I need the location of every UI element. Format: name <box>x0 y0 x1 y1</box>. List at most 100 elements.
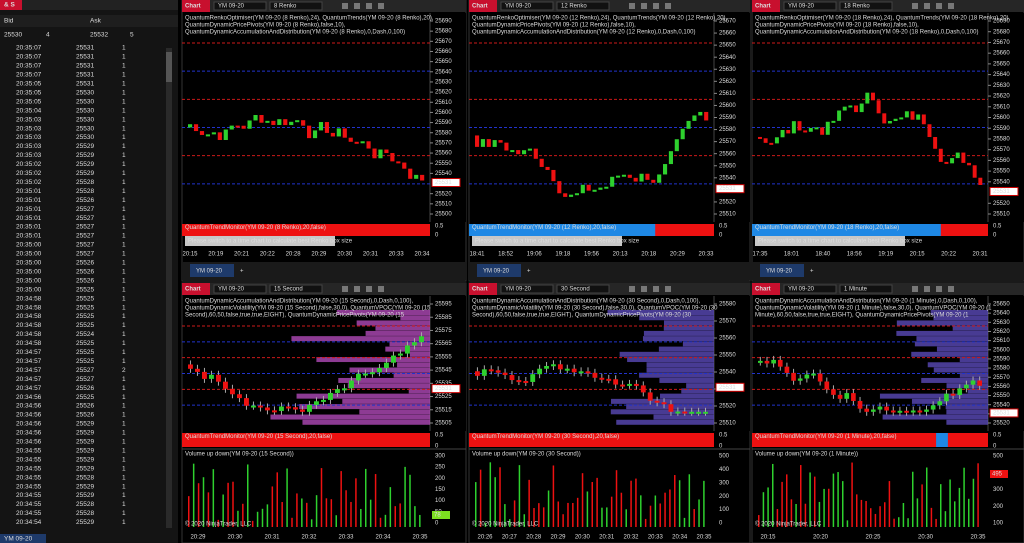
note: Please switch to a time chart to calcula… <box>475 239 640 245</box>
interval-box[interactable] <box>839 1 893 11</box>
toolbar-icon[interactable] <box>653 286 659 292</box>
window-tab[interactable]: YM 09-20 <box>766 269 793 275</box>
instrument-tab[interactable]: YM 09-20 <box>4 536 33 543</box>
toolbar-icon[interactable] <box>629 286 635 292</box>
candle <box>495 370 501 373</box>
price-label: 25565 <box>435 341 452 347</box>
toolbar-icon[interactable] <box>342 286 348 292</box>
instrument[interactable]: YM 09-20 <box>218 287 245 293</box>
add-tab[interactable]: + <box>527 269 531 275</box>
candle <box>398 353 403 356</box>
candle <box>808 127 813 132</box>
toolbar-icon[interactable] <box>366 286 372 292</box>
volume-bar <box>693 509 695 527</box>
interval[interactable]: 1 Minute <box>844 287 868 293</box>
toolbar-icon[interactable] <box>912 286 918 292</box>
toolbar-icon[interactable] <box>924 3 930 9</box>
interval-box[interactable] <box>556 284 610 294</box>
interval-box[interactable] <box>269 284 323 294</box>
instrument-box[interactable] <box>500 284 554 294</box>
interval[interactable]: 12 Renko <box>561 4 587 10</box>
toolbar-icon[interactable] <box>354 3 360 9</box>
toolbar-icon[interactable] <box>342 3 348 9</box>
instrument[interactable]: YM 09-20 <box>505 4 532 10</box>
volume-bar <box>625 509 627 527</box>
window-tab[interactable]: YM 09-20 <box>196 269 223 275</box>
interval-box[interactable] <box>269 1 323 11</box>
trade-size: 1 <box>122 260 126 267</box>
price-label: 25545 <box>435 368 452 374</box>
price-label: 25630 <box>719 67 736 73</box>
time-label: 20:22 <box>260 252 276 258</box>
volume-bar <box>870 508 872 527</box>
toolbar-icon[interactable] <box>948 286 954 292</box>
instrument[interactable]: YM 09-20 <box>788 4 815 10</box>
interval[interactable]: 30 Second <box>561 287 590 293</box>
toolbar-icon[interactable] <box>641 3 647 9</box>
instrument[interactable]: YM 09-20 <box>218 4 245 10</box>
toolbar-icon[interactable] <box>936 3 942 9</box>
instrument[interactable]: YM 09-20 <box>505 287 532 293</box>
volume-bar <box>325 498 328 527</box>
volume-profile <box>389 341 430 347</box>
interval-box[interactable] <box>839 284 893 294</box>
time-label: 20:29 <box>550 535 566 541</box>
instrument-box[interactable] <box>783 1 837 11</box>
window-tab[interactable]: YM 09-20 <box>483 269 510 275</box>
toolbar-icon[interactable] <box>378 3 384 9</box>
add-tab[interactable]: + <box>810 269 814 275</box>
trade-price: 25531 <box>76 63 94 70</box>
monitor-label: QuantumTrendMonitor(YM 09-20 (18 Renko),… <box>755 225 899 231</box>
trade-time: 20:35:00 <box>16 260 42 267</box>
toolbar-icon[interactable] <box>665 3 671 9</box>
volume-bar <box>379 517 382 527</box>
toolbar-icon[interactable] <box>936 286 942 292</box>
trade-time: 20:35:05 <box>16 81 42 88</box>
volume-bar <box>296 493 298 527</box>
scroll-thumb[interactable] <box>166 52 172 82</box>
instrument-box[interactable] <box>783 284 837 294</box>
toolbar-icon[interactable] <box>378 286 384 292</box>
interval[interactable]: 15 Second <box>274 287 303 293</box>
price-label: 25560 <box>993 158 1010 164</box>
time-label: 20:19 <box>208 252 224 258</box>
add-tab[interactable]: + <box>240 269 244 275</box>
candle <box>696 411 702 414</box>
trade-price: 25525 <box>76 313 94 320</box>
trade-size: 2 <box>122 367 126 374</box>
volume-bar <box>659 503 661 527</box>
toolbar-icon[interactable] <box>366 3 372 9</box>
trade-size: 1 <box>122 81 126 88</box>
instrument-box[interactable] <box>213 1 267 11</box>
volume-bar <box>335 515 337 527</box>
instrument[interactable]: YM 09-20 <box>788 287 815 293</box>
candle <box>502 372 508 376</box>
volume-profile <box>299 404 430 410</box>
toolbar-icon[interactable] <box>629 3 635 9</box>
time-label: 19:06 <box>527 252 543 258</box>
volume-bar <box>365 468 367 527</box>
time-label: 20:25 <box>865 535 881 541</box>
toolbar-icon[interactable] <box>354 286 360 292</box>
volume-profile <box>400 315 430 321</box>
instrument-box[interactable] <box>213 284 267 294</box>
toolbar-icon[interactable] <box>948 3 954 9</box>
interval-box[interactable] <box>556 1 610 11</box>
volume-bar <box>601 507 603 527</box>
tab-bar <box>469 262 750 280</box>
candle <box>899 117 904 120</box>
volume-profile <box>914 341 988 347</box>
candle <box>944 161 949 164</box>
interval[interactable]: 18 Renko <box>844 4 870 10</box>
toolbar-icon[interactable] <box>653 3 659 9</box>
instrument-box[interactable] <box>500 1 554 11</box>
monitor-axis-label: 0.5 <box>993 224 1002 230</box>
toolbar-icon[interactable] <box>924 286 930 292</box>
toolbar-icon[interactable] <box>641 286 647 292</box>
volume-bar <box>968 498 970 527</box>
interval[interactable]: 8 Renko <box>274 4 297 10</box>
toolbar-icon[interactable] <box>912 3 918 9</box>
volume-bar <box>818 501 821 527</box>
volume-bar <box>762 492 765 527</box>
toolbar-icon[interactable] <box>665 286 671 292</box>
